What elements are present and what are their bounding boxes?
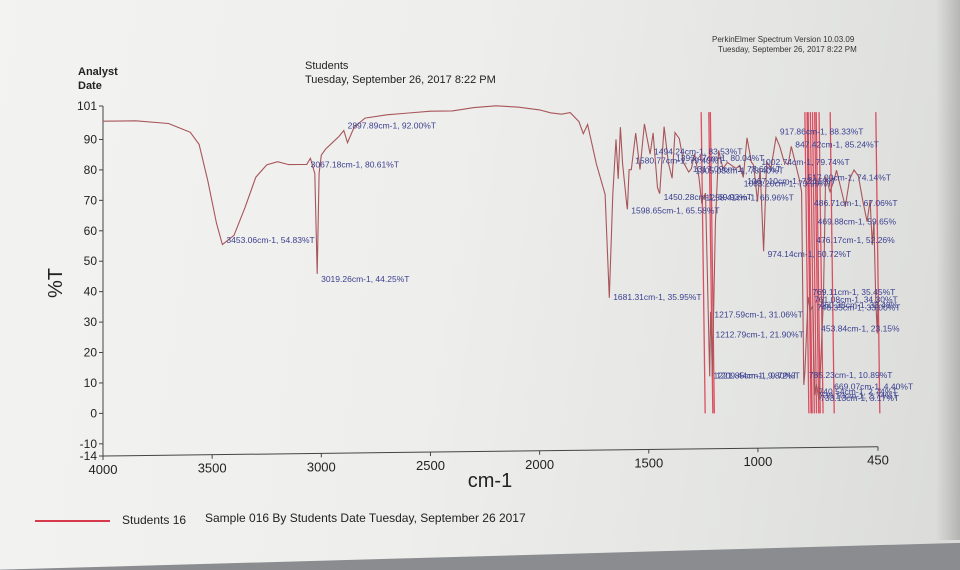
peak-annotation: 486.71cm-1, 67.06%T xyxy=(814,198,898,208)
peak-annotation: 1221.85cm-1, 9.80%T xyxy=(713,370,797,380)
x-tick-label: 3500 xyxy=(198,461,227,476)
peak-annotation: 974.14cm-1, 50.72%T xyxy=(768,249,852,259)
y-tick-label: 80 xyxy=(84,163,98,177)
peak-annotation: 1305.03cm-1, 78.40%T xyxy=(695,166,783,176)
peak-annotation: 1083.20cm-1, 73.99%T xyxy=(744,179,832,189)
x-axis-label: cm-1 xyxy=(468,470,512,492)
overlay-line xyxy=(815,112,821,414)
date-label: Date xyxy=(78,80,102,92)
overlay-line xyxy=(807,112,813,414)
legend-name: Students 16 xyxy=(122,513,187,527)
peak-annotation: 1580.77cm-1, 79.40%T xyxy=(635,155,723,165)
y-tick-label: 70 xyxy=(84,193,98,207)
x-axis-line xyxy=(102,446,879,457)
y-tick-label: 50 xyxy=(84,254,98,268)
overlay-line xyxy=(829,112,835,414)
overlay-line xyxy=(811,112,818,414)
overlay-line xyxy=(700,112,706,414)
peak-annotation: 469.88cm-1, 59.65% xyxy=(818,217,897,227)
peak-annotation: 769.11cm-1, 35.45%T xyxy=(812,287,895,297)
peak-annotation: 3453.06cm-1, 54.83%T xyxy=(226,235,314,245)
overlay-line xyxy=(814,112,820,414)
peak-annotation: 2897.89cm-1, 92.00%T xyxy=(348,121,436,131)
peak-annotation: 1317.09cm-1, 77.62%T xyxy=(693,164,781,174)
report-timestamp: Tuesday, September 26, 2017 8:22 PM xyxy=(305,74,496,86)
overlay-line xyxy=(818,112,824,414)
y-tick-label: 10 xyxy=(84,376,98,390)
y-tick-label: 40 xyxy=(84,285,98,299)
x-tick-label: 1500 xyxy=(634,455,663,470)
peak-annotation: 1598.65cm-1, 65.58%T xyxy=(631,206,719,216)
software-timestamp: Tuesday, September 26, 2017 8:22 PM xyxy=(718,45,857,54)
peak-annotation: 517.00cm-1, 74.14%T xyxy=(807,173,891,183)
peak-annotation: 669.07cm-1, 4.40%T xyxy=(834,381,913,391)
legend-line xyxy=(35,520,110,522)
peak-annotation: 460.38cm-1, 33.48% xyxy=(820,300,899,310)
peak-annotation: 1217.59cm-1, 31.06%T xyxy=(714,310,802,320)
peak-annotation: 1450.28cm-1, 69.93%T xyxy=(664,192,752,202)
peak-annotation: 476.17cm-1, 52.26% xyxy=(816,235,895,245)
peak-annotation: 453.84cm-1, 23.15% xyxy=(821,324,900,334)
peak-annotation: 785.23cm-1, 10.89%T xyxy=(809,370,893,380)
peak-annotation: 740.54cm-1, 2.74%T xyxy=(819,387,898,397)
x-tick-label: 450 xyxy=(867,453,889,468)
peak-annotation: 1002.74cm-1, 79.74%T xyxy=(761,157,849,167)
peak-annotation: 1212.79cm-1, 21.90%T xyxy=(715,329,803,339)
y-axis-label: %T xyxy=(45,268,67,298)
analyst-label: Analyst xyxy=(78,66,118,78)
overlay-line xyxy=(804,112,810,414)
peak-annotation: 1494.24cm-1, 83.53%T xyxy=(654,147,742,157)
overlay-line xyxy=(806,112,812,414)
peak-annotation: 1681.31cm-1, 35.95%T xyxy=(613,292,701,302)
peak-annotation: 1393.47cm-1, 80.04%T xyxy=(676,153,764,163)
y-tick-label: 20 xyxy=(84,346,98,360)
peak-annotation: 847.42cm-1, 85.24%T xyxy=(795,140,879,150)
peak-annotation: 739.10cm-1, 2.74%T xyxy=(819,391,898,401)
peak-annotation: 3019.26cm-1, 44.25%T xyxy=(321,274,409,284)
peak-annotation: 3067.18cm-1, 80.61%T xyxy=(311,160,399,170)
x-tick-label: 2500 xyxy=(416,458,445,473)
y-tick-label: 101 xyxy=(77,99,97,113)
paper-shadow xyxy=(936,0,960,540)
software-version: PerkinElmer Spectrum Version 10.03.09 xyxy=(712,35,855,44)
chart-frame xyxy=(102,106,879,457)
overlay-line xyxy=(875,112,881,414)
sample-description: Sample 016 By Students Date Tuesday, Sep… xyxy=(205,511,526,525)
peak-annotation: 761.08cm-1, 34.30%T xyxy=(814,295,898,305)
students-label: Students xyxy=(305,60,349,72)
x-tick-label: 2000 xyxy=(525,457,554,472)
spectrum-line xyxy=(102,105,879,400)
peak-annotation: 917.86cm-1, 88.33%T xyxy=(780,126,864,136)
peak-annotation: 1209.44cm-1, 9.72%T xyxy=(716,370,800,380)
y-tick-label: -14 xyxy=(80,449,98,463)
y-tick-label: -10 xyxy=(80,437,98,451)
peak-annotations: 3453.06cm-1, 54.83%T 3067.18cm-1, 80.61%T… xyxy=(226,121,913,404)
y-tick-label: 90 xyxy=(84,132,98,146)
peak-annotation: 1258.41cm-1, 66.96%T xyxy=(706,192,794,202)
series-layer xyxy=(102,105,879,400)
x-tick-label: 3000 xyxy=(307,459,336,474)
y-tick-label: 0 xyxy=(90,406,97,420)
overlay-lines xyxy=(700,112,881,414)
overlay-line xyxy=(709,112,715,414)
peak-annotation: 748.35cm-1, 33.00%T xyxy=(817,302,901,312)
x-tick-label: 1000 xyxy=(743,454,772,469)
peak-annotation: 1067.10cm-1, 72.15%T xyxy=(747,176,835,186)
y-tick-label: 30 xyxy=(84,315,98,329)
y-tick-label: 60 xyxy=(84,224,98,238)
x-tick-label: 4000 xyxy=(89,462,118,477)
peak-annotation: 733.13cm-1, 3.17%T xyxy=(820,393,899,403)
